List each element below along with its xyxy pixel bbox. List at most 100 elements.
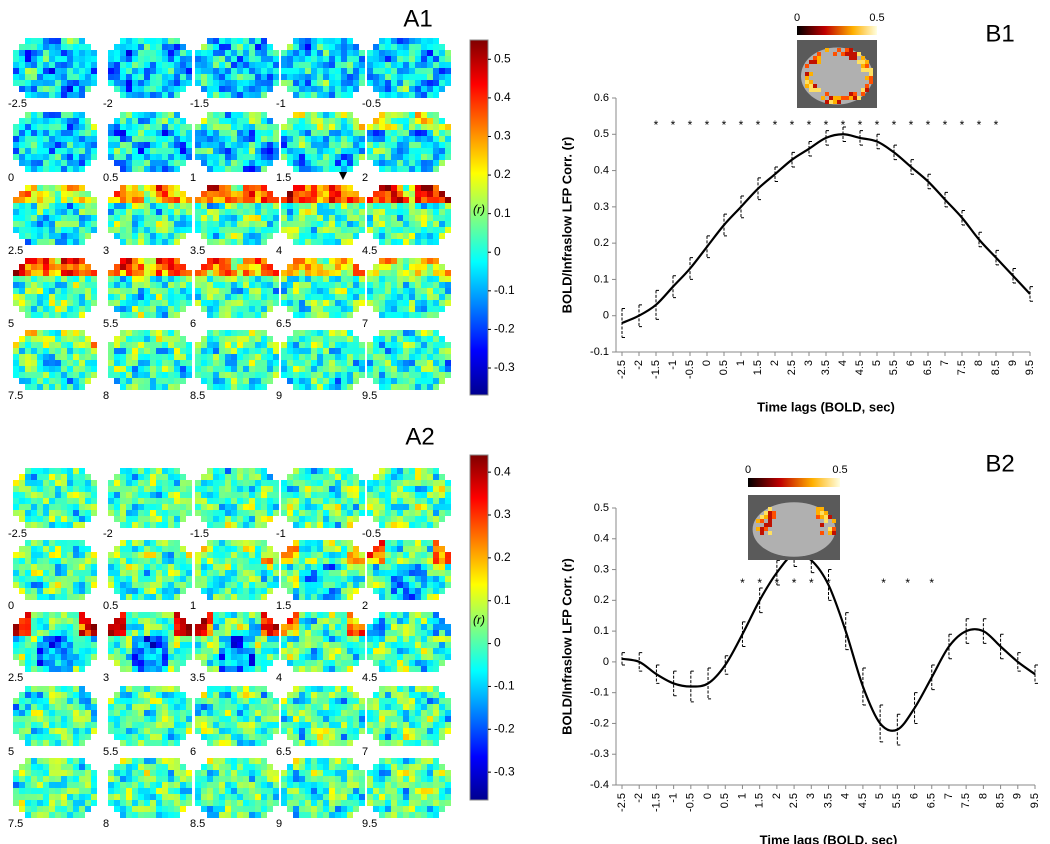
map-pixel — [150, 209, 156, 215]
map-pixel — [19, 221, 25, 227]
map-pixel — [421, 570, 427, 576]
map-pixel — [281, 348, 287, 354]
map-pixel — [55, 576, 61, 582]
map-grid — [13, 468, 451, 818]
map-pixel — [231, 516, 237, 522]
map-pixel — [323, 348, 329, 354]
map-pixel — [409, 130, 415, 136]
map-pixel — [91, 498, 97, 504]
map-pixel — [255, 209, 261, 215]
map-pixel — [207, 330, 213, 336]
map-pixel — [201, 306, 207, 312]
inset-pixel — [865, 76, 869, 80]
map-pixel — [207, 480, 213, 486]
map-pixel — [353, 50, 359, 56]
map-pixel — [19, 492, 25, 498]
map-pixel — [162, 227, 168, 233]
map-pixel — [85, 342, 91, 348]
map-pixel — [55, 588, 61, 594]
map-pixel — [347, 270, 353, 276]
map-pixel — [439, 582, 445, 588]
map-pixel — [168, 38, 174, 44]
map-pixel — [249, 264, 255, 270]
significance-marker: * — [654, 118, 659, 132]
map-pixel — [61, 666, 67, 672]
map-pixel — [403, 552, 409, 558]
map-pixel — [25, 270, 31, 276]
map-pixel — [79, 336, 85, 342]
map-pixel — [225, 360, 231, 366]
map-pixel — [353, 276, 359, 282]
map-pixel — [323, 227, 329, 233]
map-pixel — [114, 288, 120, 294]
map-pixel — [120, 540, 126, 546]
map-pixel — [132, 233, 138, 239]
map-pixel — [108, 642, 114, 648]
map-pixel — [273, 209, 279, 215]
map-pixel — [120, 654, 126, 660]
map-pixel — [281, 270, 287, 276]
map-pixel — [225, 44, 231, 50]
map-pixel — [19, 80, 25, 86]
map-pixel — [335, 215, 341, 221]
map-pixel — [317, 330, 323, 336]
map-pixel — [61, 642, 67, 648]
map-pixel — [391, 558, 397, 564]
significance-marker: * — [960, 118, 965, 132]
map-pixel — [433, 348, 439, 354]
map-pixel — [397, 270, 403, 276]
map-pixel — [67, 564, 73, 570]
map-pixel — [91, 203, 97, 209]
map-pixel — [162, 516, 168, 522]
map-pixel — [261, 342, 267, 348]
map-pixel — [49, 612, 55, 618]
map-pixel — [225, 342, 231, 348]
map-pixel — [13, 56, 19, 62]
map-pixel — [174, 354, 180, 360]
map-pixel — [335, 372, 341, 378]
map-pixel — [273, 50, 279, 56]
map-pixel — [213, 468, 219, 474]
map-pixel — [243, 166, 249, 172]
map-pixel — [207, 300, 213, 306]
map-pixel — [162, 624, 168, 630]
map-pixel — [91, 642, 97, 648]
significance-marker: * — [807, 118, 812, 132]
map-pixel — [91, 486, 97, 492]
map-pixel — [237, 492, 243, 498]
map-pixel — [445, 148, 451, 154]
map-pixel — [255, 197, 261, 203]
map-pixel — [409, 50, 415, 56]
map-pixel — [281, 342, 287, 348]
inset-pixel — [849, 96, 853, 100]
map-pixel — [201, 118, 207, 124]
map-pixel — [379, 486, 385, 492]
map-pixel — [385, 510, 391, 516]
map-pixel — [317, 270, 323, 276]
map-pixel — [43, 282, 49, 288]
map-pixel — [13, 576, 19, 582]
map-pixel — [305, 221, 311, 227]
map-pixel — [231, 233, 237, 239]
map-pixel — [409, 288, 415, 294]
map-pixel — [55, 642, 61, 648]
map-pixel — [317, 38, 323, 44]
map-pixel — [25, 570, 31, 576]
map-pixel — [323, 130, 329, 136]
map-pixel — [19, 124, 25, 130]
map-pixel — [195, 288, 201, 294]
map-pixel — [73, 264, 79, 270]
map-pixel — [219, 468, 225, 474]
map-pixel — [85, 570, 91, 576]
map-pixel — [243, 74, 249, 80]
map-pixel — [261, 68, 267, 74]
map-pixel — [67, 86, 73, 92]
map-pixel — [415, 516, 421, 522]
map-pixel — [55, 516, 61, 522]
map-pixel — [85, 118, 91, 124]
map-pixel — [341, 239, 347, 245]
map-pixel — [267, 80, 273, 86]
map-pixel — [37, 50, 43, 56]
map-pixel — [31, 233, 37, 239]
map-pixel — [243, 336, 249, 342]
